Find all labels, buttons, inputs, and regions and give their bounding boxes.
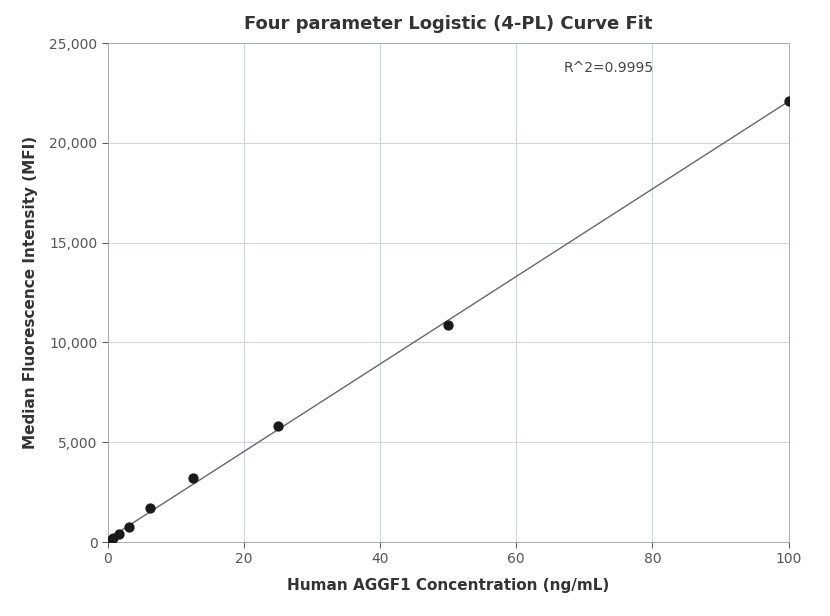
Y-axis label: Median Fluorescence Intensity (MFI): Median Fluorescence Intensity (MFI) (23, 136, 38, 449)
Title: Four parameter Logistic (4-PL) Curve Fit: Four parameter Logistic (4-PL) Curve Fit (244, 15, 652, 33)
Point (112, 529, 125, 539)
Point (123, 522, 136, 532)
Point (104, 535, 117, 545)
Point (144, 503, 157, 513)
Point (442, 320, 455, 330)
Point (782, 96, 795, 106)
Point (186, 473, 200, 483)
Point (106, 533, 120, 543)
Text: R^2=0.9995: R^2=0.9995 (564, 61, 654, 75)
X-axis label: Human AGGF1 Concentration (ng/mL): Human AGGF1 Concentration (ng/mL) (287, 578, 609, 593)
Point (271, 421, 285, 431)
